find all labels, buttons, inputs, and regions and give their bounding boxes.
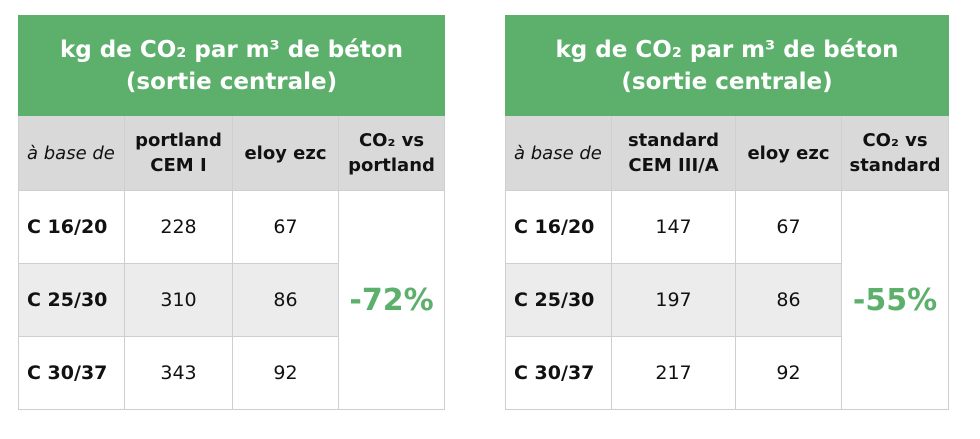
title-line: kg de CO₂ par m³ de béton	[60, 36, 404, 63]
reduction-value: -55%	[840, 190, 950, 410]
data-row: C 30/37 217 92	[505, 336, 949, 410]
column-header: à base de	[18, 115, 125, 191]
table-title: kg de CO₂ par m³ de béton (sortie central…	[17, 15, 446, 116]
row-label: C 25/30	[505, 263, 612, 337]
column-header: CO₂ vs portland	[337, 115, 446, 191]
column-header: eloy ezc	[735, 115, 842, 191]
column-header: eloy ezc	[232, 115, 339, 191]
row-label: C 30/37	[505, 336, 612, 410]
cell-value: 67	[735, 190, 842, 264]
cell-value: 86	[735, 263, 842, 337]
cell-value: 67	[232, 190, 339, 264]
row-label: C 25/30	[18, 263, 125, 337]
cell-value: 197	[611, 263, 736, 337]
cell-value: 86	[232, 263, 339, 337]
data-row: C 25/30 197 86	[505, 263, 949, 337]
data-table: kg de CO₂ par m³ de béton (sortie central…	[17, 15, 446, 410]
title-row: kg de CO₂ par m³ de béton (sortie central…	[17, 15, 446, 116]
data-row: C 16/20 228 67 -72%	[18, 190, 446, 410]
subtitle-line: (sortie centrale)	[125, 68, 338, 95]
cell-value: 147	[611, 190, 736, 264]
cell-value: 310	[124, 263, 233, 337]
cell-value: 217	[611, 336, 736, 410]
cell-value: 228	[124, 190, 233, 264]
table-title: kg de CO₂ par m³ de béton (sortie central…	[504, 15, 950, 116]
data-row: C 25/30 310 86	[18, 263, 445, 337]
reduction-value: -72%	[337, 190, 446, 410]
data-table: kg de CO₂ par m³ de béton (sortie central…	[504, 15, 950, 410]
data-row: C 16/20 147 67 -55%	[505, 190, 950, 410]
cell-value: 92	[232, 336, 339, 410]
column-header: portland CEM I	[124, 115, 233, 191]
cell-value: 92	[735, 336, 842, 410]
row-label: C 16/20	[18, 190, 125, 264]
header-row: à base de standard CEM III/A eloy ezc CO₂ v…	[505, 115, 950, 191]
row-label: C 30/37	[18, 336, 125, 410]
row-label: C 16/20	[505, 190, 612, 264]
column-header: à base de	[505, 115, 612, 191]
column-header: standard CEM III/A	[611, 115, 736, 191]
column-header: CO₂ vs standard	[840, 115, 950, 191]
subtitle-line: (sortie centrale)	[621, 68, 833, 95]
title-line: kg de CO₂ par m³ de béton	[555, 36, 899, 63]
data-row: C 30/37 343 92	[18, 336, 445, 410]
title-row: kg de CO₂ par m³ de béton (sortie central…	[504, 15, 950, 116]
cell-value: 343	[124, 336, 233, 410]
